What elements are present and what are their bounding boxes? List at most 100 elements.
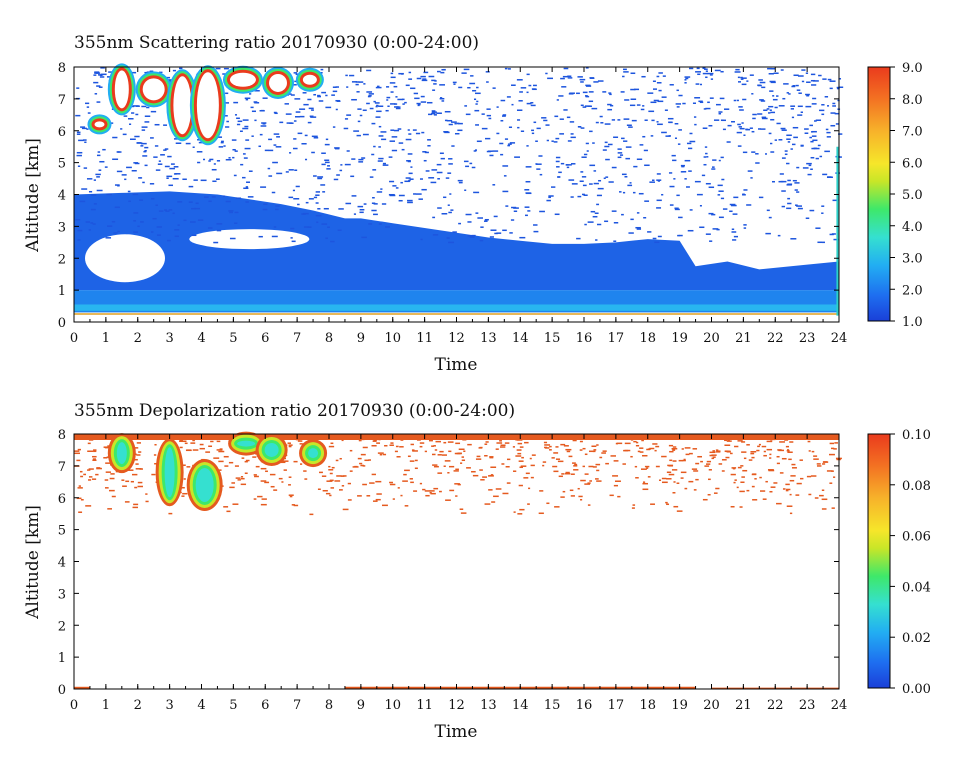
noise-speck: [282, 460, 289, 462]
noise-speck: [709, 240, 713, 242]
noise-speck: [608, 181, 614, 183]
noise-speck: [96, 467, 101, 469]
noise-speck: [717, 184, 723, 187]
x-tick-label: 21: [735, 331, 752, 346]
noise-speck: [527, 210, 531, 212]
noise-speck: [273, 144, 277, 146]
noise-speck: [88, 190, 93, 193]
noise-speck: [604, 220, 609, 223]
noise-speck: [776, 462, 780, 465]
noise-speck: [570, 495, 575, 497]
noise-speck: [88, 468, 94, 470]
cirrus-cloud-saturated: [269, 73, 287, 92]
noise-speck: [243, 187, 249, 190]
noise-speck: [502, 165, 509, 167]
noise-speck: [583, 153, 588, 156]
noise-speck: [684, 178, 687, 180]
noise-speck: [597, 187, 604, 190]
noise-speck: [539, 173, 543, 176]
noise-speck: [524, 189, 530, 191]
noise-speck: [821, 498, 828, 501]
noise-speck: [641, 439, 644, 442]
noise-speck: [457, 483, 461, 486]
noise-speck: [138, 451, 142, 453]
noise-speck: [164, 148, 169, 150]
noise-speck: [511, 84, 516, 86]
noise-speck: [531, 129, 534, 132]
noise-speck: [400, 181, 403, 184]
noise-speck: [617, 119, 621, 121]
noise-speck: [748, 459, 753, 461]
noise-speck: [734, 479, 737, 481]
noise-speck: [647, 231, 652, 233]
noise-speck: [374, 102, 380, 104]
noise-speck: [761, 116, 767, 119]
noise-speck: [428, 439, 433, 442]
noise-speck: [630, 98, 637, 101]
x-tick-label: 15: [544, 698, 561, 713]
noise-speck: [650, 135, 654, 137]
noise-speck: [467, 235, 474, 237]
noise-speck: [120, 128, 123, 130]
noise-speck: [516, 79, 523, 81]
noise-speck: [453, 470, 459, 472]
noise-speck: [736, 131, 742, 134]
noise-speck: [443, 465, 446, 467]
noise-speck: [495, 488, 502, 490]
noise-speck: [520, 130, 525, 132]
noise-speck: [117, 230, 120, 233]
noise-speck: [368, 95, 372, 97]
noise-speck: [580, 171, 584, 173]
noise-speck: [513, 210, 518, 213]
noise-speck: [315, 202, 319, 204]
noise-speck: [92, 223, 96, 225]
noise-speck: [390, 91, 394, 93]
noise-speck: [800, 144, 804, 147]
noise-speck: [729, 203, 736, 206]
noise-speck: [738, 106, 743, 108]
noise-speck: [303, 470, 307, 472]
y-tick-label: 1: [58, 651, 66, 666]
noise-speck: [195, 202, 199, 205]
noise-speck: [141, 129, 146, 131]
x-tick-label: 13: [480, 698, 497, 713]
noise-speck: [617, 156, 622, 159]
noise-speck: [347, 482, 352, 485]
noise-speck: [740, 76, 743, 79]
noise-speck: [822, 241, 825, 244]
colorbar-tick-label: 0.00: [902, 682, 931, 697]
noise-speck: [375, 105, 378, 108]
y-tick-label: 4: [58, 189, 66, 204]
noise-speck: [591, 445, 597, 448]
noise-speck: [441, 100, 445, 102]
noise-speck: [213, 163, 216, 165]
noise-speck: [158, 160, 161, 162]
noise-speck: [79, 470, 83, 473]
noise-speck: [99, 160, 105, 163]
noise-speck: [763, 109, 768, 112]
noise-speck: [78, 511, 83, 513]
noise-speck: [444, 460, 451, 462]
noise-speck: [639, 447, 644, 449]
noise-speck: [431, 453, 436, 456]
noise-speck: [770, 118, 775, 121]
noise-speck: [557, 176, 561, 178]
noise-speck: [560, 443, 566, 446]
noise-speck: [821, 104, 825, 106]
noise-speck: [446, 237, 450, 239]
noise-speck: [715, 487, 720, 490]
noise-speck: [174, 173, 181, 175]
noise-speck: [712, 228, 719, 230]
noise-speck: [218, 469, 222, 471]
noise-speck: [718, 190, 724, 192]
noise-speck: [746, 444, 750, 446]
noise-speck: [824, 150, 830, 153]
noise-speck: [320, 72, 323, 74]
noise-speck: [583, 194, 588, 196]
noise-speck: [613, 136, 619, 139]
noise-speck: [150, 110, 157, 113]
noise-speck: [132, 506, 138, 509]
noise-speck: [186, 466, 191, 468]
noise-speck: [702, 498, 708, 501]
noise-speck: [376, 104, 379, 107]
